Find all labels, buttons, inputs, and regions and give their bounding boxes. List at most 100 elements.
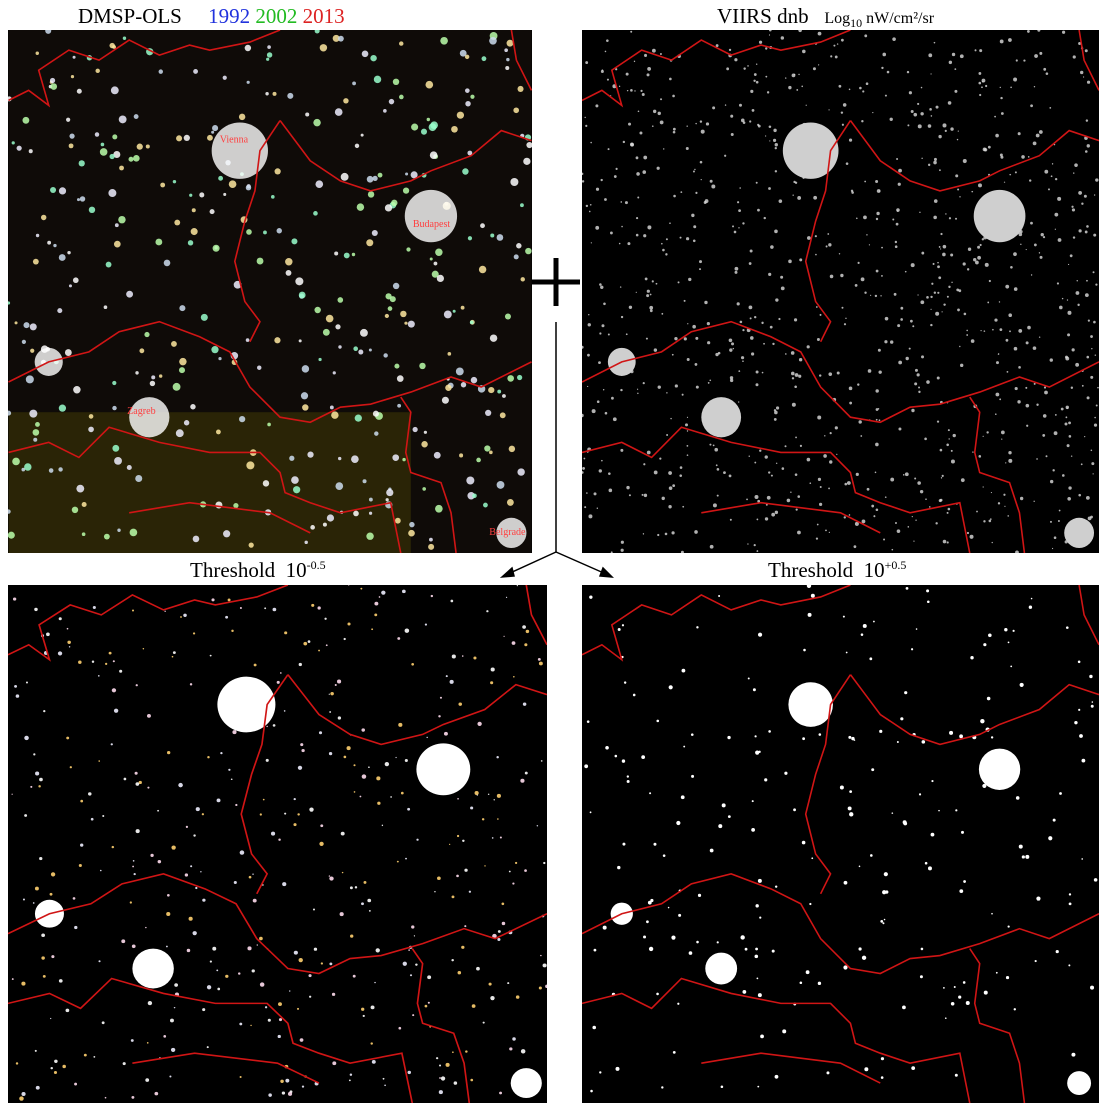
light-spot [772,950,775,953]
light-spot [940,233,942,235]
light-spot [329,963,332,966]
light-spot [245,45,251,51]
light-spot [176,135,182,141]
light-spot [1028,156,1030,158]
light-spot [73,277,79,283]
light-spot [595,226,599,230]
light-spot [135,772,138,775]
light-spot [179,305,185,311]
light-spot [610,232,613,235]
light-spot [741,356,744,359]
light-spot [359,796,361,798]
light-spot [694,169,695,170]
light-spot [189,917,193,921]
light-spot [881,67,883,69]
light-spot [1067,444,1070,447]
light-spot [446,1063,450,1067]
light-spot [1061,408,1064,411]
light-spot [746,498,748,500]
light-spot [622,759,625,762]
title-text: Threshold [190,558,275,582]
light-spot [769,140,770,141]
light-spot [1069,902,1072,905]
light-spot [128,157,133,162]
light-spot [605,412,608,415]
light-spot [920,112,923,115]
light-spot [917,373,920,376]
light-spot [397,404,401,408]
light-spot [800,981,803,984]
light-spot [394,364,399,369]
light-spot [105,663,107,665]
light-spot [943,245,947,249]
light-spot [406,247,410,251]
light-spot [313,909,315,911]
dmsp-image: Vienna Budapest Zagreb Belgrade [8,30,532,553]
light-spot [240,850,245,854]
light-spot [680,466,683,469]
light-spot [1034,244,1037,247]
light-spot [130,901,132,903]
light-spot [1068,264,1069,265]
light-spot [925,498,927,500]
light-spot [592,409,596,413]
light-spot [113,660,115,662]
light-spot [473,657,476,660]
light-spot [369,512,372,515]
light-spot [436,1057,438,1059]
light-spot [650,309,653,312]
light-spot [324,618,326,620]
light-spot [190,865,192,867]
light-spot [1074,163,1078,167]
light-spot [772,343,774,345]
light-spot [446,675,448,677]
light-spot [502,394,506,398]
light-spot [1019,845,1023,849]
light-spot [601,324,604,327]
light-spot [79,864,82,867]
light-spot [362,774,367,778]
light-spot [509,446,515,452]
light-spot [280,672,282,674]
light-spot [1071,455,1072,456]
light-spot [1073,55,1076,58]
light-spot [799,258,802,261]
light-spot [318,606,321,609]
light-spot [59,187,66,194]
light-spot [1018,366,1021,369]
light-spot [928,124,932,128]
light-spot [818,478,821,481]
light-spot [178,783,183,787]
threshold-high-image [582,585,1099,1103]
light-spot [95,69,99,73]
light-spot [959,734,963,738]
light-spot [671,936,675,940]
light-spot [854,739,856,741]
light-spot [80,800,83,803]
light-spot [492,837,494,839]
light-spot [67,251,70,254]
light-spot [933,161,937,165]
light-spot [252,873,253,874]
light-spot [1079,734,1083,738]
light-spot [202,1008,205,1011]
light-spot [200,871,201,872]
light-spot [368,191,374,197]
light-spot [937,262,939,264]
light-spot [231,778,233,780]
light-spot [686,125,687,126]
light-spot [826,1071,829,1074]
light-spot [666,392,667,393]
light-spot [313,119,320,126]
light-spot [976,511,978,513]
light-spot [931,115,933,117]
light-spot [416,839,418,841]
light-spot [945,130,947,132]
light-spot [802,841,806,845]
light-spot [687,323,688,324]
light-spot [928,53,932,57]
light-spot [647,73,650,76]
light-spot [1035,960,1037,962]
light-spot [583,458,585,460]
light-spot [278,1002,282,1006]
